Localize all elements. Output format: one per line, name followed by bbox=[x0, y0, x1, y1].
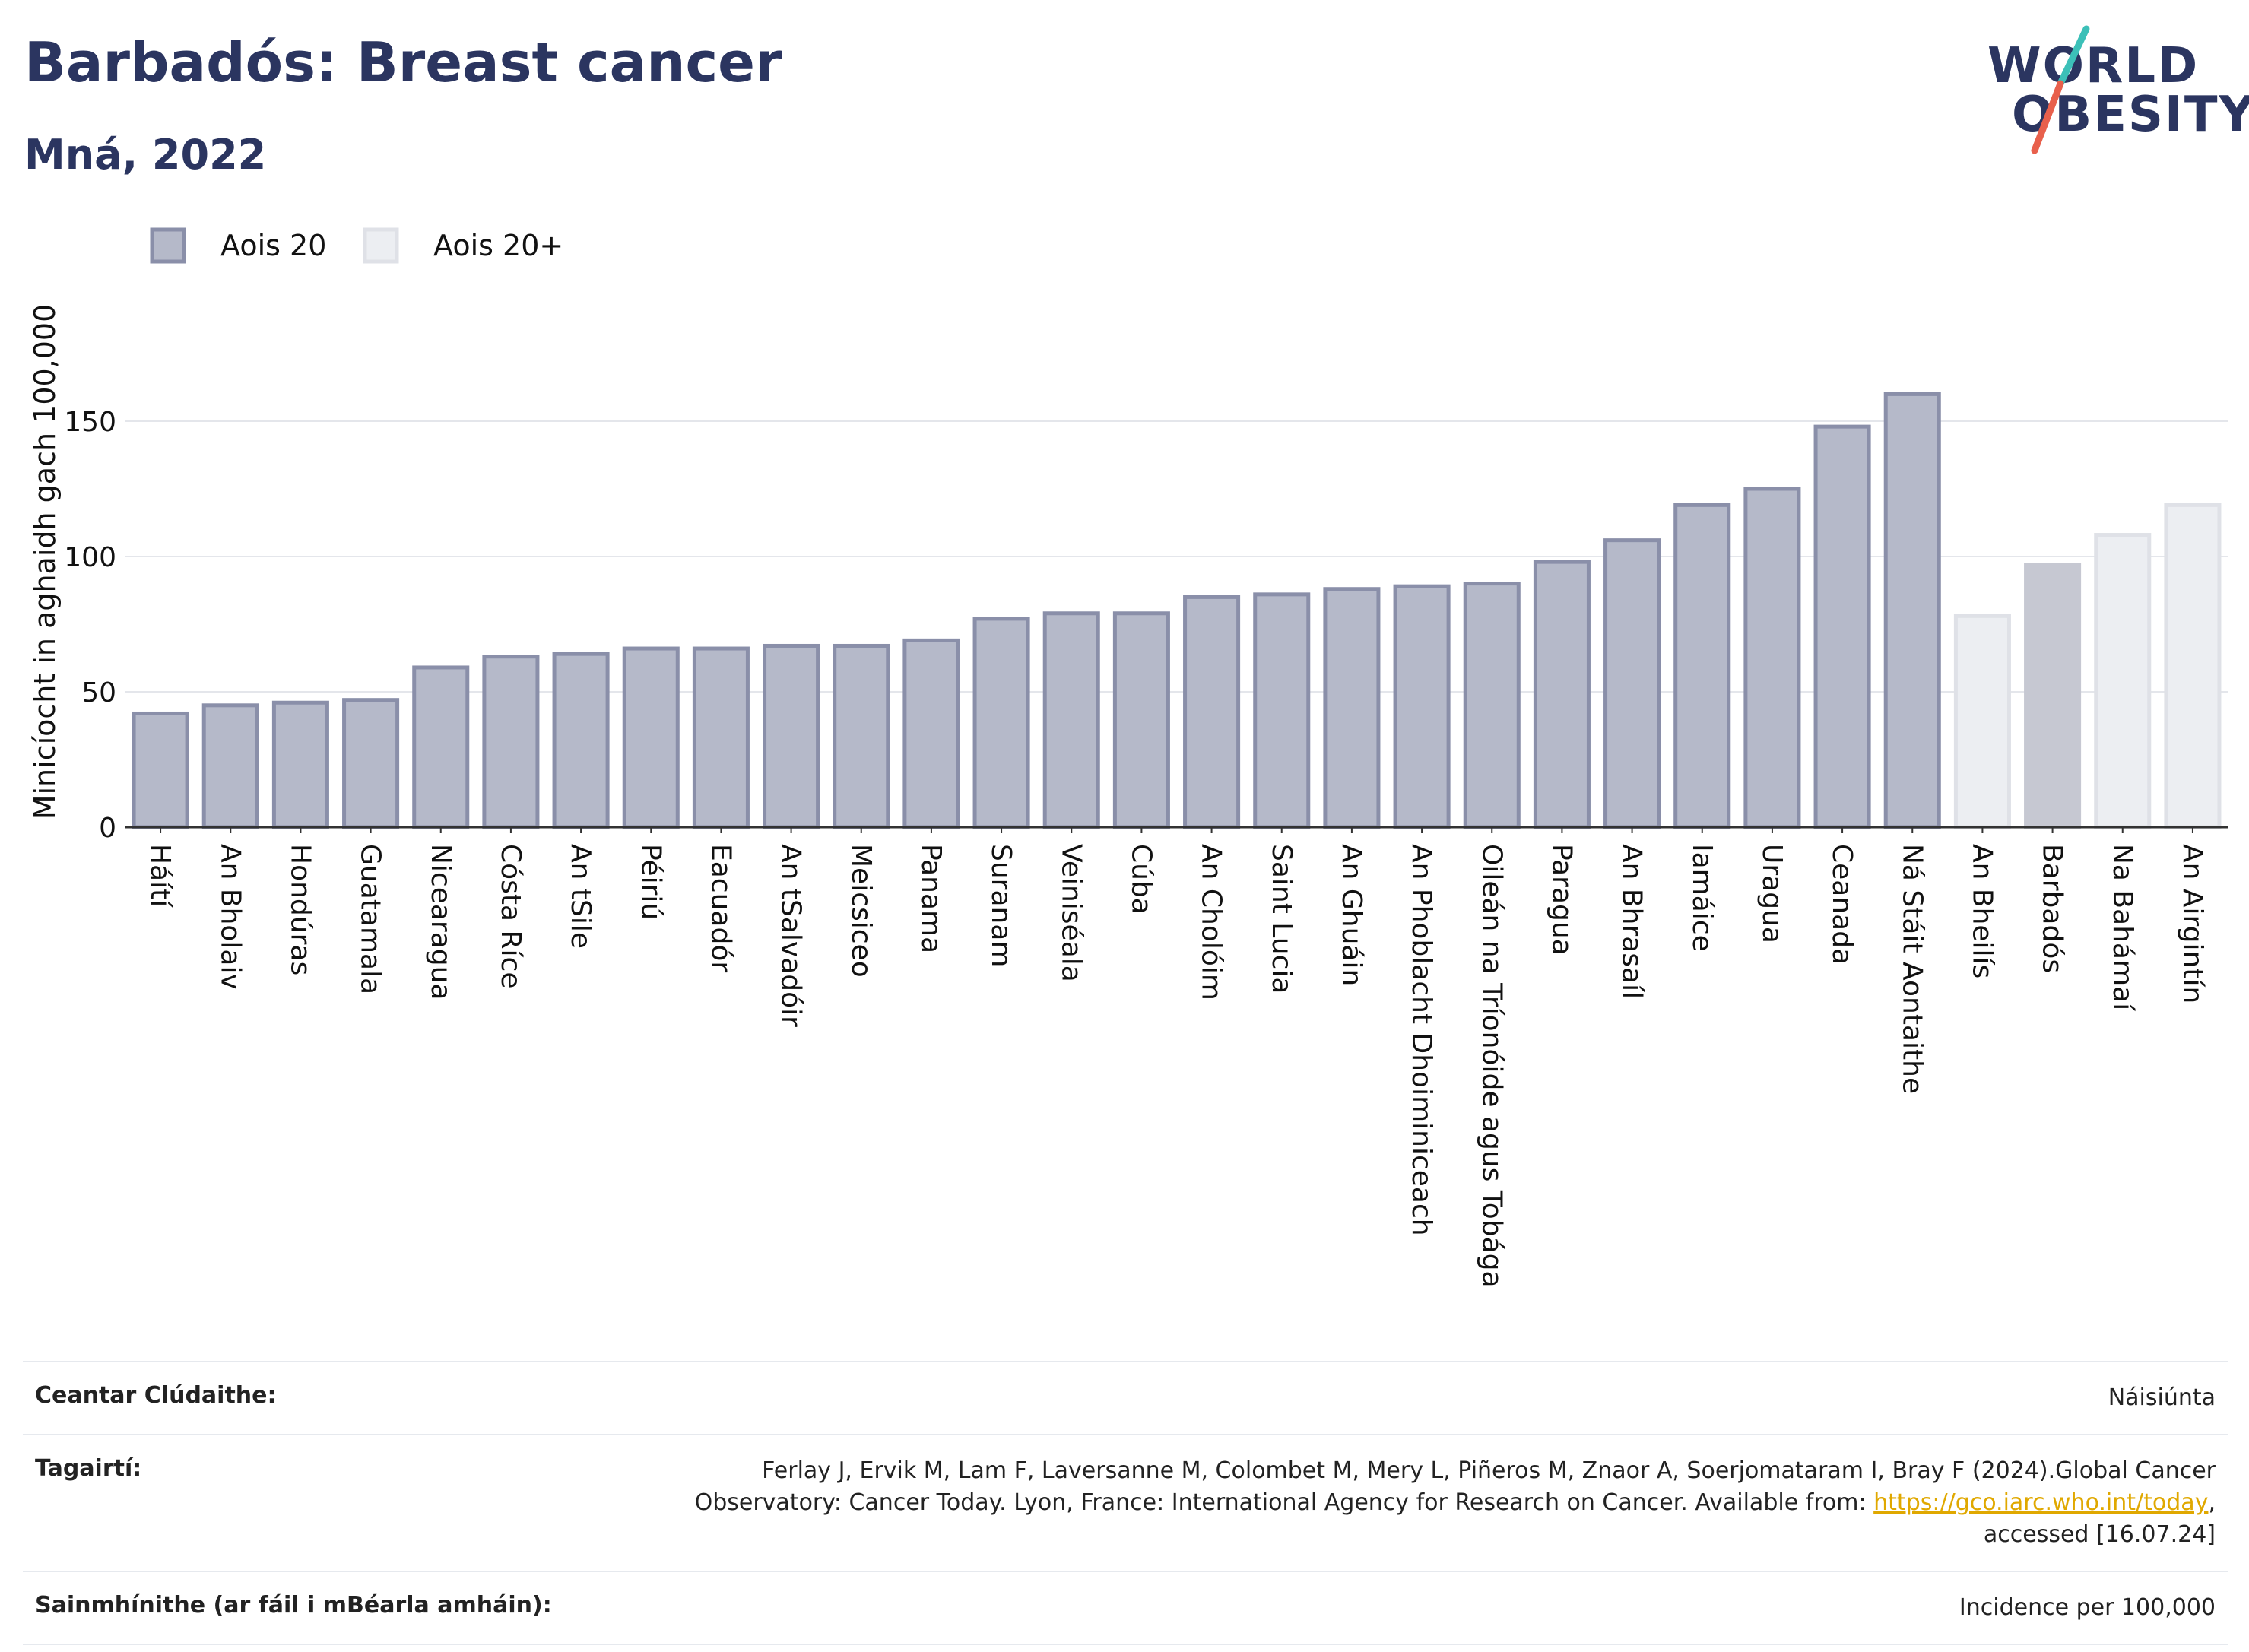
bar-17 bbox=[1253, 592, 1311, 829]
references-line-1: Ferlay J, Ervik M, Lam F, Laversanne M, … bbox=[762, 1457, 2216, 1484]
y-tick-label: 50 bbox=[81, 677, 116, 709]
references-value: Ferlay J, Ervik M, Lam F, Laversanne M, … bbox=[695, 1455, 2216, 1551]
y-axis: 0 50 100 150 bbox=[64, 407, 116, 844]
bar-21 bbox=[1533, 560, 1591, 829]
bar-10 bbox=[763, 643, 820, 829]
legend-label-1: Aois 20 bbox=[220, 229, 326, 262]
bar-14 bbox=[1042, 611, 1100, 829]
y-axis-label: Minicíocht in aghaidh gach 100,000 bbox=[28, 304, 62, 820]
x-tick-label: Cúba bbox=[1125, 844, 1156, 915]
x-axis: Háítí An Bholaiv Hondúras Guatamala Nicearag… bbox=[125, 826, 2228, 1288]
y-tick-label: 150 bbox=[64, 407, 116, 438]
bar-20 bbox=[1463, 582, 1521, 829]
x-tick-label: Nicearagua bbox=[425, 844, 456, 1000]
chart-footer: Ceantar Clúdaithe: Náisiúnta Tagairtí: F… bbox=[23, 1361, 2228, 1645]
logo-slash-icon bbox=[2031, 25, 2090, 154]
x-tick-label: Veiniséala bbox=[1055, 844, 1086, 982]
bar-16 bbox=[1183, 595, 1241, 829]
references-link[interactable]: https://gco.iarc.who.int/today bbox=[1873, 1489, 2209, 1516]
bar-3 bbox=[271, 700, 329, 829]
references-line-2: Observatory: Cancer Today. Lyon, France:… bbox=[694, 1489, 1874, 1516]
bar-15 bbox=[1112, 611, 1170, 829]
legend-swatch-2 bbox=[363, 227, 399, 264]
chart-bars bbox=[132, 392, 2222, 829]
x-tick-label: Eacuadór bbox=[705, 844, 736, 972]
chart-grid bbox=[125, 420, 2228, 693]
x-tick-label: An Bheilís bbox=[1966, 844, 1997, 978]
bar-9 bbox=[692, 646, 750, 829]
bar-24 bbox=[1743, 487, 1801, 829]
bar-30 bbox=[2164, 503, 2222, 829]
bar-26 bbox=[1883, 392, 1941, 829]
bar-2 bbox=[201, 703, 259, 829]
bar-27 bbox=[1953, 614, 2011, 829]
bar-19 bbox=[1393, 584, 1451, 829]
logo-word-1: WORLD bbox=[1987, 38, 2200, 94]
references-row: Tagairtí: Ferlay J, Ervik M, Lam F, Lave… bbox=[23, 1434, 2228, 1571]
legend-label-2: Aois 20+ bbox=[433, 229, 563, 262]
x-tick-label: Péiriú bbox=[635, 844, 666, 920]
x-tick-label: Uragua bbox=[1756, 844, 1787, 943]
x-tick-label: An Phoblacht Dhoiminiceach bbox=[1406, 844, 1437, 1236]
x-tick-label: Saint Lucia bbox=[1266, 844, 1297, 994]
coverage-row: Ceantar Clúdaithe: Náisiúnta bbox=[23, 1361, 2228, 1434]
x-tick-label: Cósta Ríce bbox=[495, 844, 526, 989]
x-tick-label: Na Bahámaí bbox=[2107, 844, 2138, 1011]
x-tick-label: Ná Stáit Aontaithe bbox=[1896, 844, 1927, 1094]
x-tick-label: Oileán na Tríonóide agus Tobága bbox=[1476, 844, 1507, 1288]
definitions-row: Sainmhínithe (ar fáil i mBéarla amháin):… bbox=[23, 1571, 2228, 1645]
legend-swatch-1 bbox=[150, 227, 186, 264]
bar-8 bbox=[622, 646, 680, 829]
references-line-2-end: , bbox=[2208, 1489, 2216, 1516]
bar-22 bbox=[1603, 538, 1661, 829]
y-tick-label: 0 bbox=[99, 813, 116, 844]
references-label: Tagairtí: bbox=[35, 1455, 142, 1482]
bar-chart: Aois 20 Aois 20+ 0 50 100 150 Háítí An Bholai… bbox=[28, 227, 2228, 1288]
x-tick-label: Hondúras bbox=[284, 844, 316, 975]
world-obesity-logo: WORLD OBESITY bbox=[1977, 23, 2249, 160]
bar-13 bbox=[972, 617, 1030, 829]
bar-6 bbox=[482, 655, 540, 829]
page-title: Barbadós: Breast cancer bbox=[24, 30, 782, 94]
x-tick-label: Meicsiceo bbox=[845, 844, 877, 978]
bar-1 bbox=[132, 711, 189, 829]
coverage-value: Náisiúnta bbox=[2108, 1384, 2216, 1411]
bar-7 bbox=[552, 652, 610, 829]
x-tick-label: An Ghuáin bbox=[1336, 844, 1367, 986]
bar-4 bbox=[342, 698, 400, 829]
x-tick-label: An Cholóim bbox=[1196, 844, 1227, 1000]
x-tick-label: An tSile bbox=[565, 844, 596, 949]
page-subtitle: Mná, 2022 bbox=[24, 131, 267, 179]
x-tick-label: Ceanada bbox=[1826, 844, 1857, 965]
x-tick-label: Barbadós bbox=[2037, 844, 2068, 973]
x-tick-label: Suranam bbox=[985, 844, 1017, 967]
references-line-3: accessed [16.07.24] bbox=[1983, 1521, 2216, 1548]
x-tick-label: An tSalvadóir bbox=[776, 844, 807, 1027]
y-tick-label: 100 bbox=[64, 542, 116, 573]
definitions-value: Incidence per 100,000 bbox=[1959, 1594, 2216, 1621]
x-tick-label: Háítí bbox=[144, 844, 176, 908]
x-tick-label: An Bholaiv bbox=[214, 844, 246, 990]
bar-25 bbox=[1813, 424, 1871, 829]
x-tick-label: Guatamala bbox=[355, 844, 386, 994]
bar-28 bbox=[2024, 563, 2082, 829]
bar-11 bbox=[833, 643, 890, 829]
bar-29 bbox=[2094, 533, 2152, 829]
definitions-label: Sainmhínithe (ar fáil i mBéarla amháin): bbox=[35, 1592, 552, 1619]
bar-23 bbox=[1673, 503, 1731, 829]
bar-5 bbox=[412, 665, 470, 829]
coverage-label: Ceantar Clúdaithe: bbox=[35, 1382, 277, 1409]
x-tick-label: Panama bbox=[915, 844, 947, 953]
chart-legend: Aois 20 Aois 20+ bbox=[150, 227, 563, 264]
x-tick-label: An Airgintín bbox=[2177, 844, 2208, 1004]
x-tick-label: An Bhrasaíl bbox=[1616, 844, 1648, 999]
bar-12 bbox=[902, 638, 960, 829]
x-tick-label: Paragua bbox=[1546, 844, 1577, 956]
x-tick-label: Iamáice bbox=[1686, 844, 1718, 952]
bar-18 bbox=[1323, 587, 1381, 829]
